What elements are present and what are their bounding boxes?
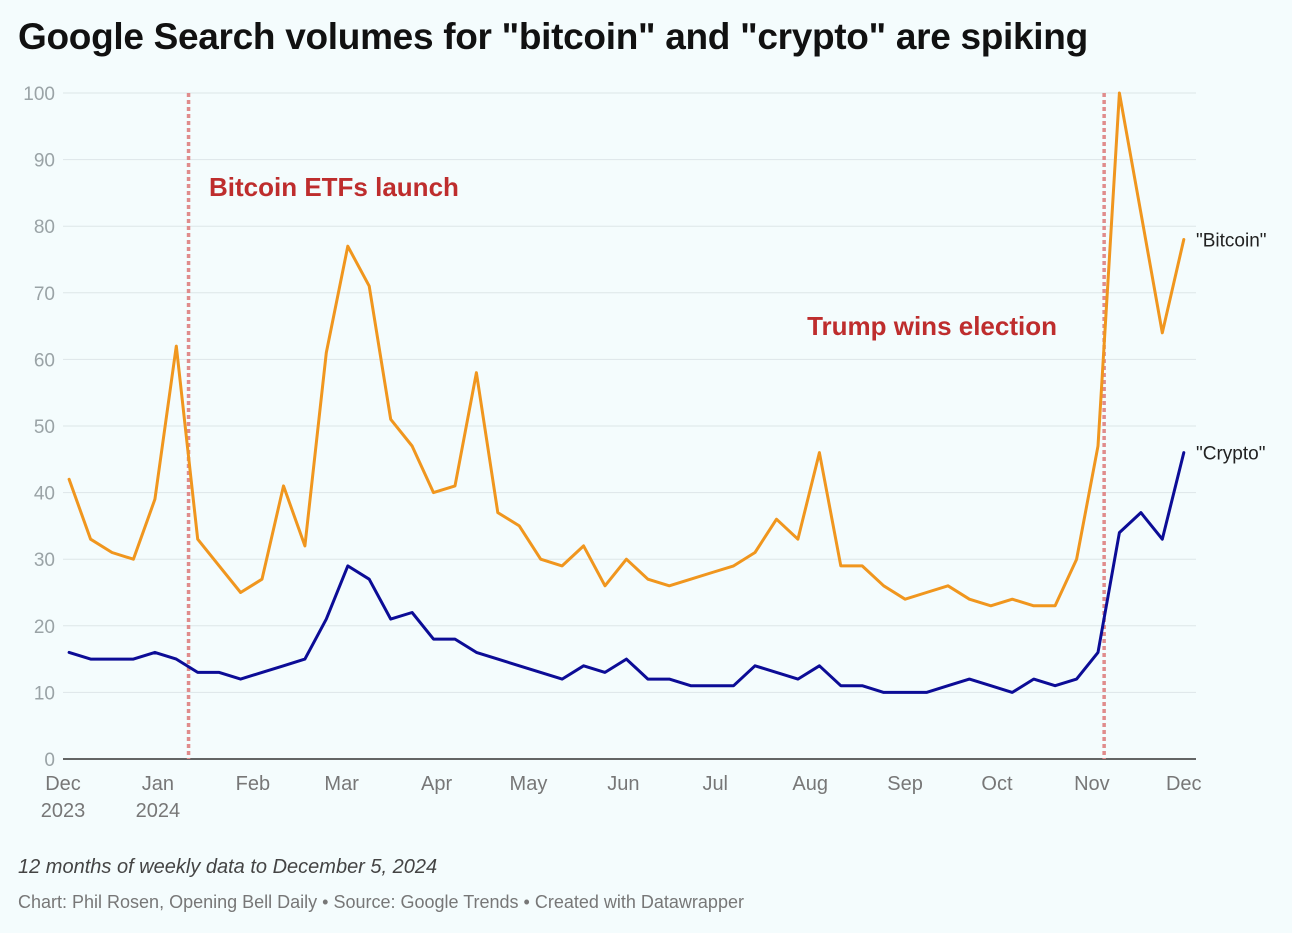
y-tick-label: 30 <box>34 550 55 571</box>
x-tick-label: Apr <box>421 773 452 795</box>
y-tick-label: 70 <box>34 284 55 305</box>
chart-title: Google Search volumes for "bitcoin" and … <box>18 16 1088 57</box>
chart-credit: Chart: Phil Rosen, Opening Bell Daily • … <box>18 892 744 912</box>
y-tick-label: 80 <box>34 217 55 238</box>
series-line-crypto <box>67 451 1186 694</box>
y-tick-label: 10 <box>34 683 55 704</box>
annotation-label: Bitcoin ETFs launch <box>209 172 459 202</box>
x-tick-label: Feb <box>236 773 270 795</box>
y-tick-label: 0 <box>44 750 55 771</box>
x-tick-label: 2023 <box>41 800 86 822</box>
series-label: "Crypto" <box>1196 444 1265 465</box>
x-tick-label: Oct <box>981 773 1013 795</box>
x-tick-label: May <box>510 773 548 795</box>
y-tick-label: 40 <box>34 484 55 505</box>
x-tick-label: Jan <box>142 773 174 795</box>
y-tick-label: 60 <box>34 350 55 371</box>
x-tick-label: Jul <box>702 773 728 795</box>
y-tick-label: 50 <box>34 417 55 438</box>
series-label: "Bitcoin" <box>1196 231 1267 252</box>
x-tick-label: Dec <box>1166 773 1202 795</box>
chart-note: 12 months of weekly data to December 5, … <box>18 856 438 878</box>
x-tick-label: Aug <box>792 773 828 795</box>
x-tick-label: Jun <box>607 773 639 795</box>
y-tick-label: 20 <box>34 617 55 638</box>
x-tick-label: Nov <box>1074 773 1110 795</box>
y-tick-label: 90 <box>34 151 55 172</box>
x-tick-label: Sep <box>887 773 923 795</box>
series-line-bitcoin <box>67 91 1186 608</box>
annotation-label: Trump wins election <box>807 311 1057 341</box>
x-tick-label: Mar <box>324 773 359 795</box>
y-tick-label: 100 <box>23 84 55 105</box>
x-tick-label: 2024 <box>136 800 181 822</box>
x-tick-label: Dec <box>45 773 81 795</box>
